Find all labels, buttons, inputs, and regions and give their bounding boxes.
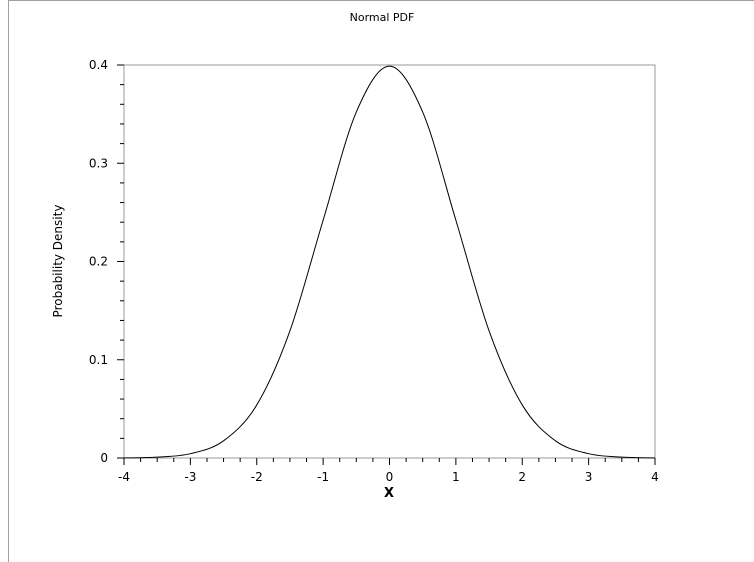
- x-tick-label: -3: [184, 470, 196, 484]
- series-points: [124, 66, 655, 458]
- y-tick-label: 0: [100, 451, 108, 465]
- x-tick-label: 1: [452, 470, 460, 484]
- y-tick-label: 0.4: [89, 58, 108, 72]
- y-tick-label: 0.2: [89, 255, 108, 269]
- x-axis: -4 -3 -2 -1 0 1 2 3 4: [118, 458, 659, 484]
- y-axis: 0 0.1 0.2 0.3 0.4: [89, 58, 124, 465]
- x-tick-label: -4: [118, 470, 130, 484]
- x-tick-label: 0: [386, 470, 394, 484]
- x-tick-label: -2: [251, 470, 263, 484]
- chart-title: Normal PDF: [350, 11, 415, 24]
- y-tick-label: 0.1: [89, 353, 108, 367]
- y-tick-label: 0.3: [89, 156, 108, 170]
- plot-area-frame: [123, 64, 656, 459]
- x-tick-label: 2: [518, 470, 526, 484]
- x-axis-label: X: [384, 486, 394, 501]
- x-tick-label: 3: [585, 470, 593, 484]
- x-tick-label: -1: [317, 470, 329, 484]
- y-axis-label: Probability Density: [51, 205, 65, 318]
- x-tick-label: 4: [651, 470, 659, 484]
- series-line-normal-pdf: [123, 65, 656, 459]
